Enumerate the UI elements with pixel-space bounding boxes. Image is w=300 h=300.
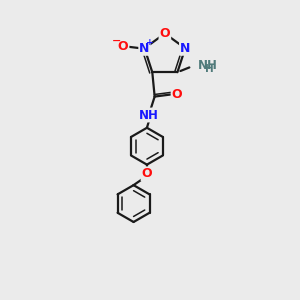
Text: O: O <box>118 40 128 53</box>
Text: O: O <box>172 88 182 101</box>
Text: H: H <box>205 64 214 74</box>
Text: NH: NH <box>198 59 218 72</box>
Text: −: − <box>112 36 121 46</box>
Text: NH: NH <box>140 109 159 122</box>
Text: N: N <box>139 42 150 55</box>
Text: O: O <box>160 27 170 40</box>
Text: +: + <box>146 38 154 47</box>
Text: N: N <box>180 42 190 55</box>
Text: O: O <box>142 167 152 180</box>
